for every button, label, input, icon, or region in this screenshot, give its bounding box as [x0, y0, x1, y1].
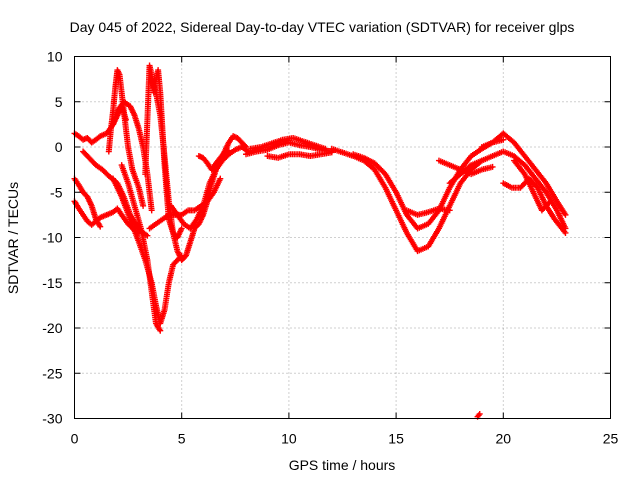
series-track-v	[478, 130, 568, 217]
data-point	[500, 136, 507, 143]
series-track-r	[350, 137, 505, 232]
data-points	[71, 62, 569, 420]
series-track-h	[118, 162, 163, 333]
data-point	[476, 410, 483, 417]
data-point	[475, 412, 482, 419]
y-tick-label: -10	[42, 230, 62, 246]
series-track-p	[264, 149, 333, 161]
data-point	[225, 147, 232, 154]
data-point	[178, 225, 185, 232]
series-track-m	[195, 148, 231, 173]
data-point	[446, 207, 453, 214]
data-point	[140, 202, 147, 209]
x-tick-label: 5	[178, 431, 186, 447]
data-point	[322, 145, 329, 152]
y-tick-label: -25	[42, 365, 62, 381]
series-track-q	[328, 145, 484, 255]
data-point	[148, 207, 155, 214]
chart-title: Day 045 of 2022, Sidereal Day-to-day VTE…	[70, 19, 575, 35]
series-track-x	[511, 157, 553, 214]
x-tick-label: 25	[603, 431, 619, 447]
series-track-s	[403, 205, 451, 218]
y-tick-label: -30	[42, 411, 62, 427]
grid-lines	[74, 56, 611, 419]
series-track-o	[247, 134, 327, 152]
data-point	[562, 229, 569, 236]
y-tick-label: 10	[47, 49, 63, 65]
data-point	[157, 327, 164, 334]
data-point	[546, 199, 553, 206]
series-track-b	[71, 175, 103, 229]
y-tick-label: -15	[42, 275, 62, 291]
series-track-w	[500, 175, 568, 235]
x-tick-label: 20	[496, 431, 512, 447]
y-tick-label: 5	[55, 94, 63, 110]
x-tick-label: 10	[281, 431, 297, 447]
x-tick-label: 0	[71, 431, 79, 447]
series-track-u	[435, 157, 494, 178]
data-point	[97, 223, 104, 230]
y-tick-label: -5	[50, 184, 63, 200]
data-point	[562, 211, 569, 218]
x-axis-label: GPS time / hours	[289, 457, 396, 473]
data-point	[217, 175, 224, 182]
series-track-l	[167, 144, 250, 232]
y-tick-label: -20	[42, 320, 62, 336]
y-tick-label: 0	[55, 139, 63, 155]
series-track-e	[105, 67, 146, 208]
data-point	[547, 198, 554, 205]
data-point	[489, 163, 496, 170]
axis-ticks	[74, 56, 611, 419]
x-tick-labels: 0 5 10 15 20 25	[71, 431, 619, 447]
y-tick-labels: 10 5 0 -5 -10 -15 -20 -25 -30	[42, 49, 62, 427]
x-tick-label: 15	[388, 431, 404, 447]
y-axis-label: SDTVAR / TECUs	[5, 182, 21, 294]
